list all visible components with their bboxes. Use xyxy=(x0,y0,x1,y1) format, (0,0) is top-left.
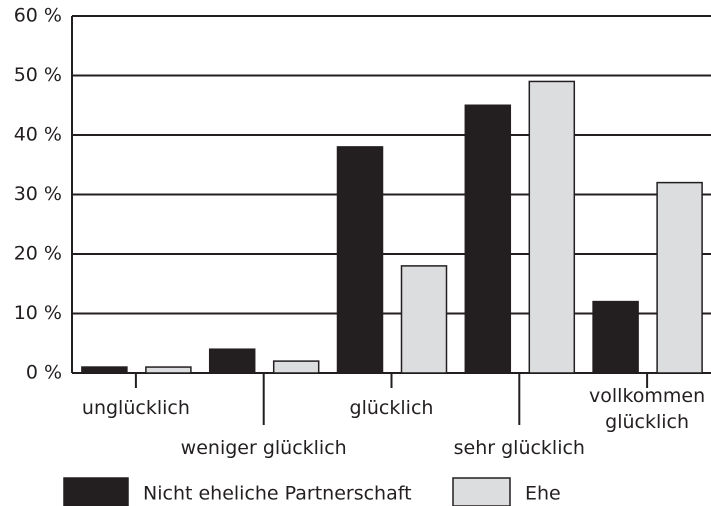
legend-label: Nicht eheliche Partnerschaft xyxy=(143,483,412,505)
y-tick-label: 40 % xyxy=(14,124,62,146)
bar xyxy=(81,366,128,374)
bar xyxy=(464,104,512,374)
legend-swatch xyxy=(452,477,511,506)
bar xyxy=(272,360,320,374)
y-tick-label: 20 % xyxy=(14,243,62,265)
legend-label: Ehe xyxy=(525,483,561,505)
y-tick-label: 30 % xyxy=(14,183,62,205)
y-tick-label: 0 % xyxy=(26,362,62,384)
bar xyxy=(592,300,639,374)
bar xyxy=(145,366,192,374)
y-tick-label: 60 % xyxy=(14,5,62,27)
bar xyxy=(656,181,703,374)
bar xyxy=(400,265,448,374)
x-tick-label: glücklich xyxy=(349,397,434,419)
y-tick-label: 50 % xyxy=(14,64,62,86)
bar xyxy=(528,80,576,374)
y-tick-label: 10 % xyxy=(14,302,62,324)
legend-swatch xyxy=(63,477,129,506)
bar xyxy=(208,348,256,374)
x-tick-label: weniger glücklich xyxy=(180,437,347,459)
x-tick-label: vollkommen glücklich xyxy=(589,385,706,433)
x-tick-label: unglücklich xyxy=(81,397,190,419)
bar xyxy=(336,146,384,374)
x-tick-label: sehr glücklich xyxy=(453,437,585,459)
